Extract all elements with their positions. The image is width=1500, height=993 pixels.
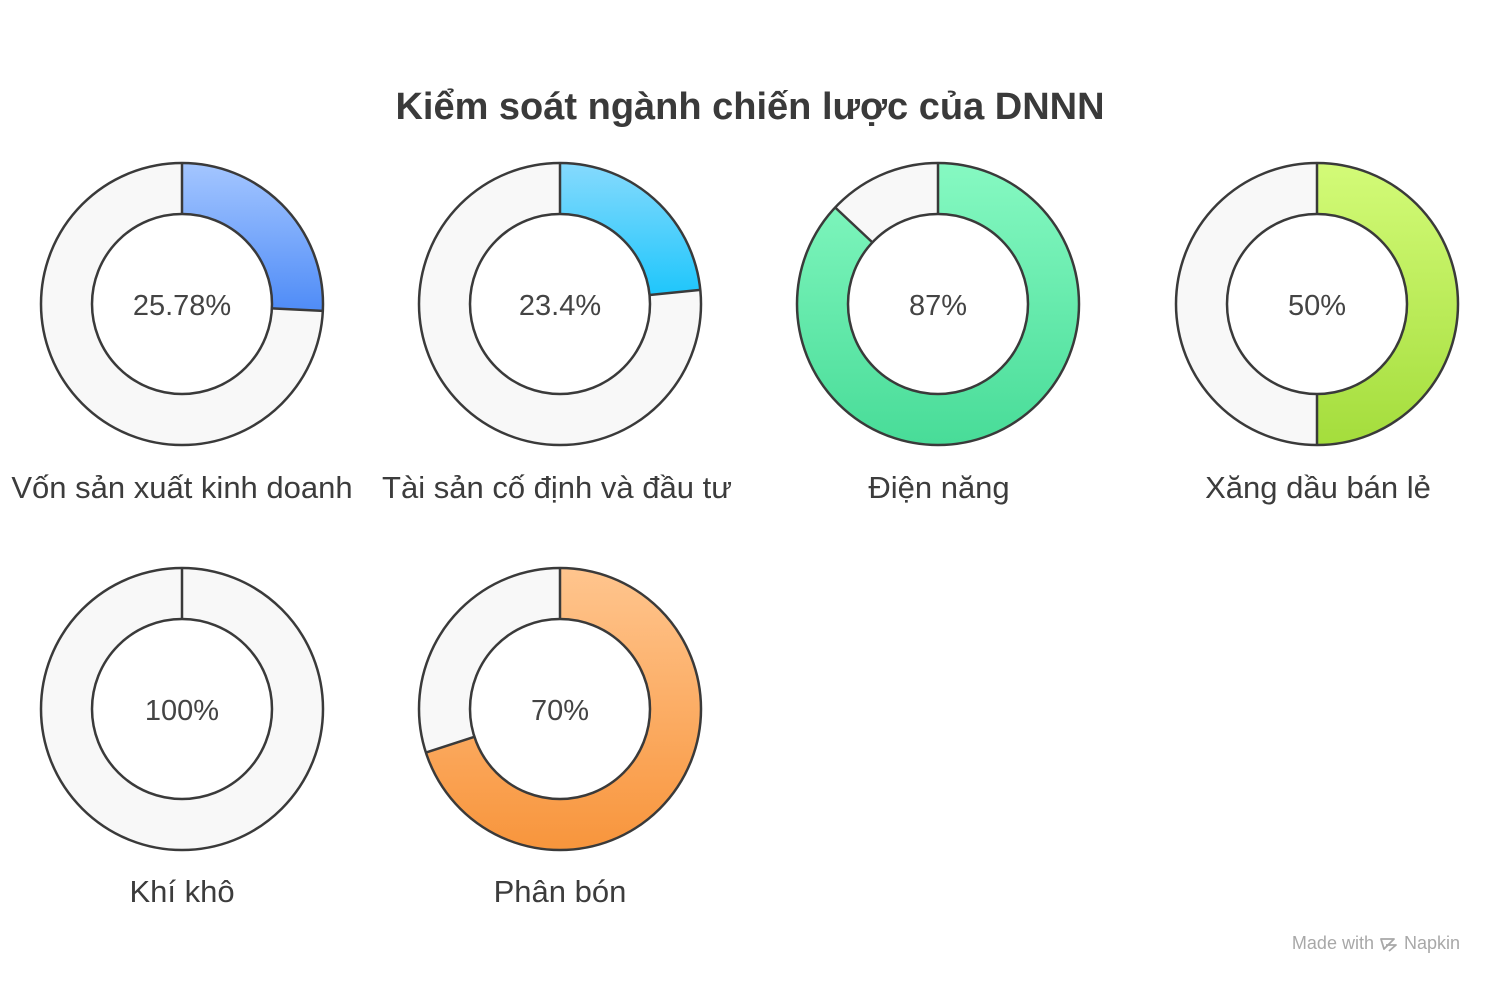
segment-divider (271, 307, 323, 313)
donut-chart: 87% (795, 161, 1081, 447)
value-label: 100% (145, 695, 219, 727)
value-label: 25.78% (133, 290, 231, 322)
donut-value-segment (182, 163, 323, 311)
category-label: Xăng dầu bán lẻ (1205, 470, 1431, 505)
donut-chart: 50% (1174, 161, 1460, 447)
segment-divider (649, 288, 701, 297)
value-label: 87% (909, 290, 967, 322)
value-label: 23.4% (519, 290, 601, 322)
category-label: Điện năng (868, 470, 1010, 505)
category-label: Phân bón (493, 874, 627, 909)
value-label: 70% (531, 695, 589, 727)
segment-divider (425, 735, 475, 754)
category-label: Tài sản cố định và đầu tư (382, 470, 732, 505)
made-with-napkin-watermark[interactable]: Made with Napkin (1292, 933, 1460, 954)
napkin-logo-icon (1380, 936, 1398, 952)
value-label: 50% (1288, 290, 1346, 322)
category-label: Khí khô (129, 874, 235, 909)
watermark-brand: Napkin (1403, 933, 1460, 953)
donut-chart: 23.4% (417, 161, 703, 447)
segment-divider (834, 206, 874, 244)
donut-value-segment (425, 568, 702, 850)
donut-value-segment (1317, 163, 1458, 445)
donut-value-segment (560, 163, 701, 295)
donut-chart: 100% (39, 566, 325, 852)
category-label: Vốn sản xuất kinh doanh (11, 470, 353, 505)
donut-value-segment (797, 163, 1079, 445)
chart-title: Kiểm soát ngành chiến lược của DNNN (395, 86, 1105, 128)
donut-chart: 25.78% (39, 161, 325, 447)
watermark-prefix: Made with (1291, 933, 1374, 953)
donut-chart: 70% (417, 566, 703, 852)
